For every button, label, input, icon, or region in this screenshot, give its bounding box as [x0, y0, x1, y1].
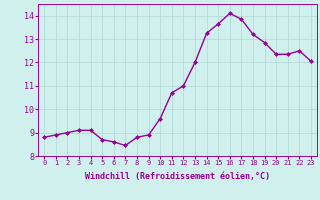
X-axis label: Windchill (Refroidissement éolien,°C): Windchill (Refroidissement éolien,°C)	[85, 172, 270, 181]
